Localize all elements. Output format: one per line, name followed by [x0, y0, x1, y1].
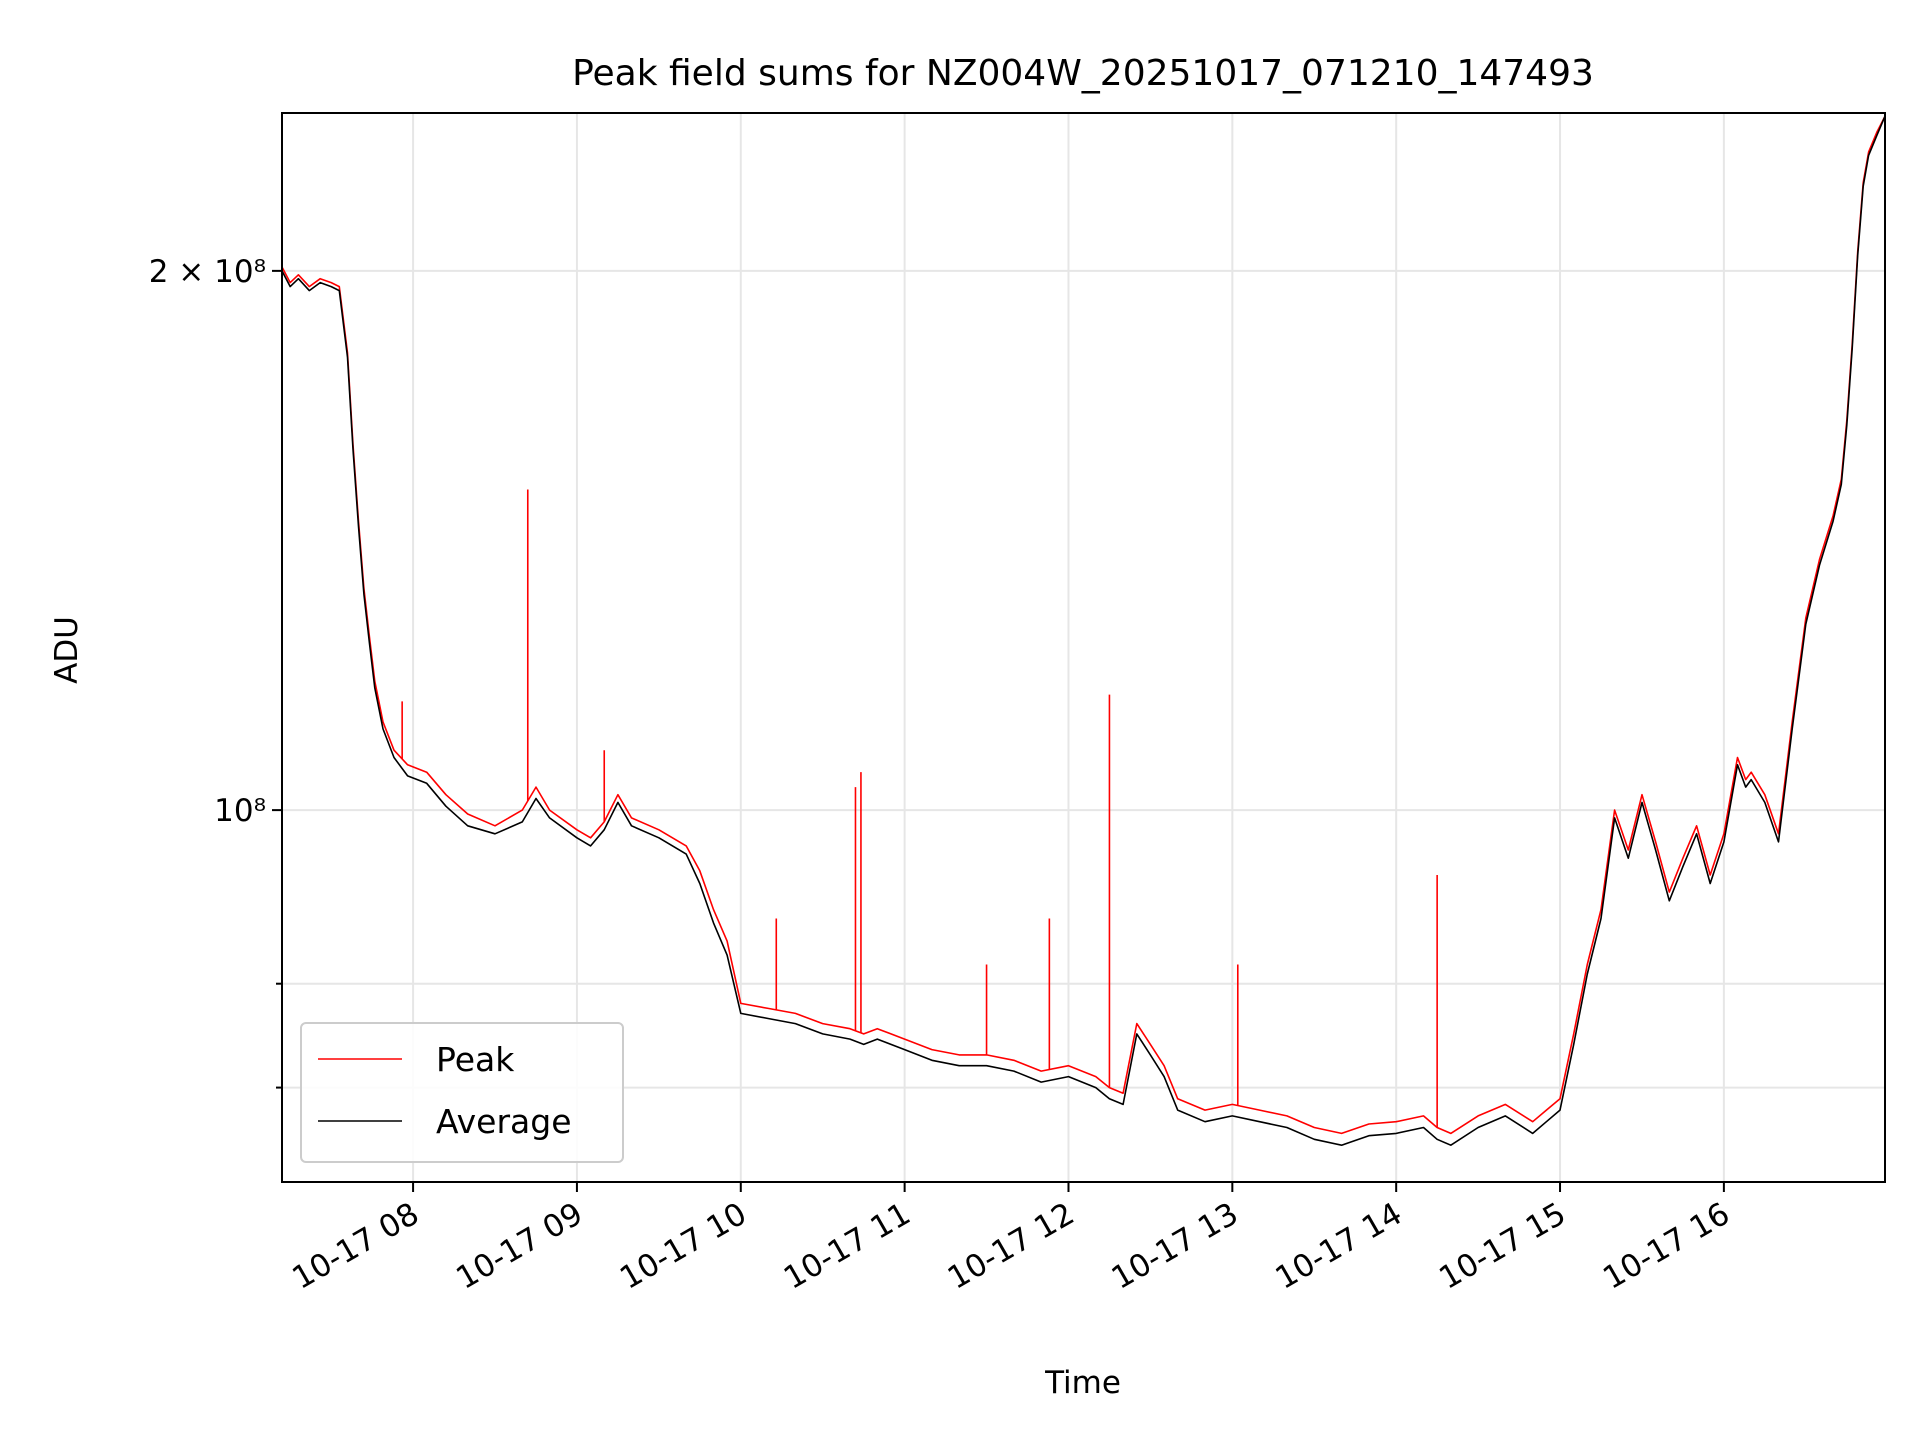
y-axis-ticks: 2 × 10⁸ 10⁸ — [149, 254, 282, 1089]
legend: Peak Average — [300, 1022, 624, 1163]
y-tick-label: 10⁸ — [214, 793, 266, 829]
legend-box — [300, 1022, 624, 1163]
legend-average-label: Average — [436, 1102, 572, 1141]
peak-line — [281, 115, 1886, 1135]
series-average — [281, 115, 1886, 1146]
y-axis-label: ADU — [49, 616, 85, 684]
x-axis-label: Time — [1044, 1365, 1121, 1401]
y-tick-label: 2 × 10⁸ — [149, 254, 266, 290]
legend-peak-label: Peak — [436, 1040, 515, 1079]
series-peak — [281, 115, 1886, 1135]
average-line — [281, 115, 1886, 1146]
plot-frame — [281, 112, 1886, 1183]
chart-title: Peak field sums for NZ004W_20251017_0712… — [572, 53, 1594, 94]
